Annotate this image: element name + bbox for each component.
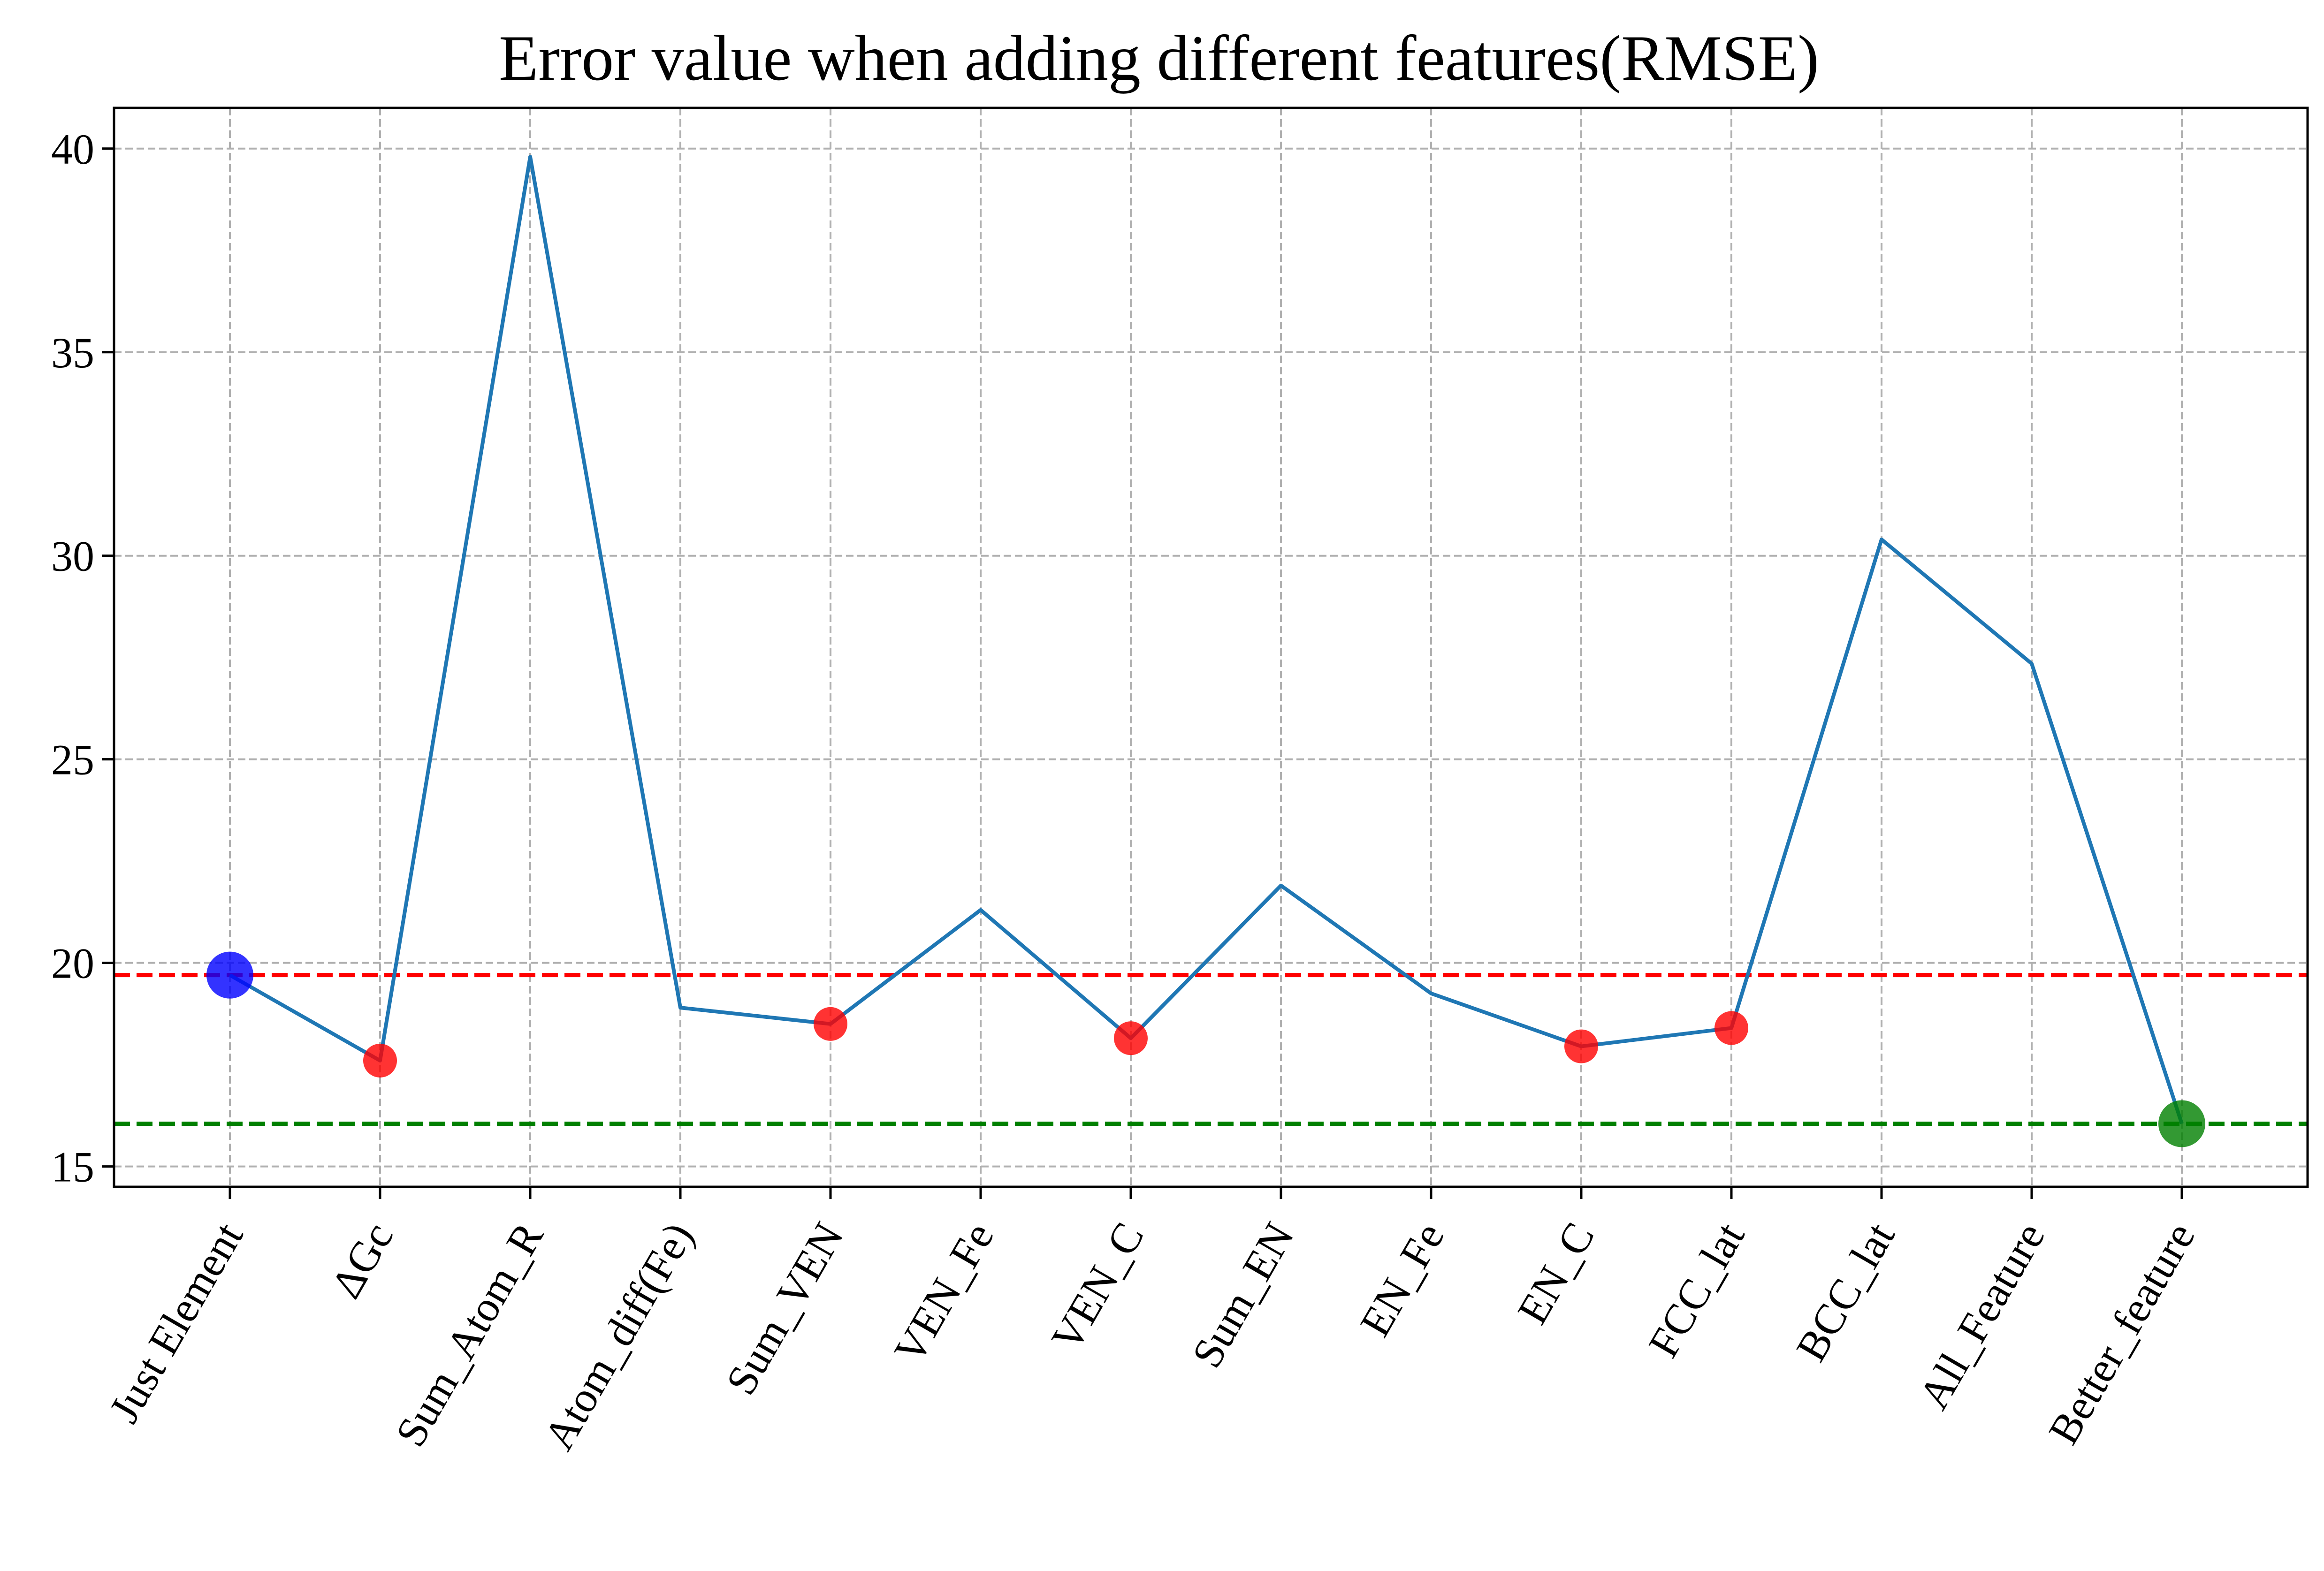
y-tick-label: 35 xyxy=(51,329,94,377)
reference-lines xyxy=(114,973,2308,1126)
y-tick-label: 15 xyxy=(51,1143,94,1191)
data-point xyxy=(1714,1011,1748,1045)
grid-lines xyxy=(114,108,2308,1187)
highlight-markers xyxy=(206,951,2205,1147)
data-point xyxy=(1114,1021,1148,1055)
y-tick-label: 40 xyxy=(51,125,94,173)
series-layer xyxy=(229,155,2184,1124)
y-tick-label: 25 xyxy=(51,736,94,784)
data-point xyxy=(363,1043,397,1078)
plot-frame xyxy=(113,106,2309,1188)
y-tick-label: 30 xyxy=(51,532,94,580)
data-point xyxy=(206,951,253,999)
data-point xyxy=(814,1007,847,1041)
series-line xyxy=(229,155,2184,1124)
y-axis: 15 20 25 30 35 40 xyxy=(51,125,114,1191)
y-tick-label: 20 xyxy=(51,940,94,987)
data-point xyxy=(1564,1029,1598,1063)
chart-title: Error value when adding different featur… xyxy=(499,22,1819,94)
data-point xyxy=(2158,1100,2205,1147)
